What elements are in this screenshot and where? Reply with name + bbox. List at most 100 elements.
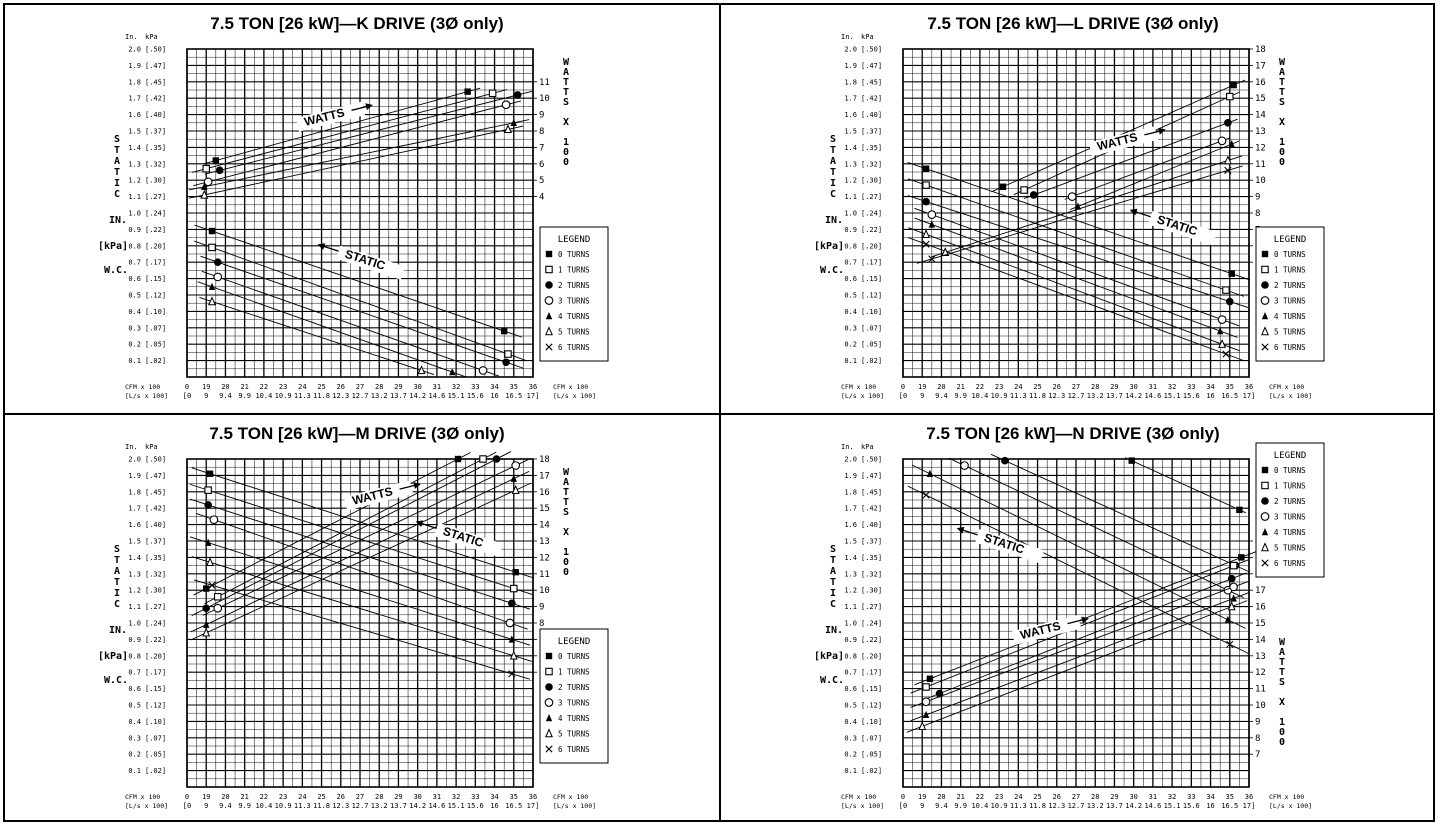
watts-curve-line bbox=[1064, 137, 1230, 200]
x-tick-label-ls: 12.3 bbox=[332, 392, 349, 400]
chart-svg: 7.5 TON [26 kW]—L DRIVE (3Ø only) In. kPa 0… bbox=[814, 14, 1325, 400]
y-tick-label: 1.8 bbox=[844, 78, 857, 86]
x-tick-label-cfm: 30 bbox=[413, 793, 421, 801]
watts-tick-label: 9 bbox=[539, 603, 544, 613]
watts-point-marker bbox=[201, 182, 208, 190]
y-tick-label-kpa: [.30] bbox=[861, 177, 882, 185]
static-point-marker bbox=[204, 486, 212, 494]
x-axis-label-ls-right: [L/s x 100] bbox=[1269, 802, 1312, 810]
watts-tick-label: 13 bbox=[1255, 652, 1266, 662]
static-point-marker bbox=[922, 491, 930, 499]
watts-point-marker bbox=[1224, 119, 1232, 127]
legend-marker bbox=[1261, 265, 1269, 274]
watts-curve-line bbox=[193, 100, 522, 187]
legend-item-label: 3 TURNS bbox=[558, 699, 590, 708]
watts-point-marker bbox=[479, 455, 487, 463]
watts-axis-letter: T bbox=[1279, 77, 1285, 88]
static-unit-kpa: [kPa] bbox=[814, 651, 844, 662]
y-tick-label-kpa: [.15] bbox=[861, 685, 882, 693]
x-tick-label-cfm: 22 bbox=[260, 383, 268, 391]
static-unit-in: IN. bbox=[825, 625, 843, 636]
y-tick-label-kpa: [.37] bbox=[145, 538, 166, 546]
x-axis-label-cfm: CFM x 100 bbox=[841, 383, 876, 391]
y-tick-label-kpa: [.20] bbox=[861, 242, 882, 250]
y-tick-label: 0.6 bbox=[844, 275, 857, 283]
x-tick-label-cfm: 22 bbox=[976, 383, 984, 391]
watts-axis-letter: 1 bbox=[1279, 137, 1285, 148]
watts-axis-letter: X bbox=[563, 527, 569, 538]
static-point-marker bbox=[1217, 315, 1227, 324]
watts-curve-line bbox=[1023, 118, 1238, 199]
x-tick-label-cfm: 0 bbox=[901, 793, 905, 801]
x-tick-label-cfm: 26 bbox=[337, 793, 345, 801]
watts-axis-letter: S bbox=[1279, 677, 1285, 688]
static-point-marker bbox=[922, 165, 930, 172]
watts-axis-letter: 0 bbox=[1279, 737, 1285, 748]
x-tick-label-ls: 9 bbox=[920, 392, 924, 400]
static-curve-line bbox=[189, 536, 531, 646]
x-tick-label-ls: 14.2 bbox=[409, 392, 426, 400]
watts-point-marker bbox=[501, 100, 511, 110]
watts-curve-line bbox=[906, 600, 1248, 733]
y-tick-label-kpa: [.17] bbox=[861, 669, 882, 677]
x-tick-label-cfm: 27 bbox=[356, 383, 364, 391]
y-tick-label-kpa: [.40] bbox=[861, 521, 882, 529]
y-tick-label: 0.8 bbox=[844, 242, 857, 250]
arrow-head bbox=[1081, 616, 1089, 624]
x-tick-label-ls: 13.2 bbox=[1087, 802, 1104, 810]
y-tick-label-kpa: [.40] bbox=[861, 111, 882, 119]
arrow-head bbox=[1129, 208, 1138, 216]
y-tick-label-kpa: [.40] bbox=[145, 111, 166, 119]
x-tick-label-ls: 16 bbox=[490, 392, 498, 400]
static-point-marker bbox=[449, 368, 456, 376]
y-tick-label: 0.1 bbox=[128, 357, 141, 365]
legend-marker bbox=[545, 326, 553, 336]
x-tick-label-cfm: 0 bbox=[185, 383, 189, 391]
watts-point-marker bbox=[202, 604, 211, 613]
chart-panel-n-drive: 7.5 TON [26 kW]—N DRIVE (3Ø only) In. kPa 0… bbox=[721, 415, 1435, 822]
y-tick-label: 2.0 bbox=[128, 456, 141, 464]
y-tick-label: 1.1 bbox=[844, 603, 857, 611]
x-tick-label-ls: [0 bbox=[899, 392, 907, 400]
y-tick-label: 0.2 bbox=[128, 341, 141, 349]
x-tick-label-cfm: 30 bbox=[413, 383, 421, 391]
y-tick-label-kpa: [.10] bbox=[145, 718, 166, 726]
y-tick-label: 1.9 bbox=[128, 472, 141, 480]
static-point-marker bbox=[1225, 297, 1234, 306]
watts-curve-line bbox=[931, 155, 1243, 258]
x-tick-label-cfm: 26 bbox=[1053, 793, 1061, 801]
y-tick-label: 1.1 bbox=[128, 193, 141, 201]
y-tick-label: 0.3 bbox=[844, 324, 857, 332]
x-tick-label-ls: 10.4 bbox=[255, 392, 272, 400]
x-tick-label-cfm: 24 bbox=[298, 383, 306, 391]
watts-tick-label: 18 bbox=[1255, 45, 1266, 55]
static-point-marker bbox=[1216, 327, 1224, 335]
static-point-marker bbox=[505, 618, 515, 628]
x-tick-label-cfm: 34 bbox=[1206, 383, 1214, 391]
x-tick-label-ls: 12.3 bbox=[1048, 802, 1065, 810]
static-curves bbox=[189, 467, 535, 680]
x-tick-label-cfm: 24 bbox=[1014, 793, 1022, 801]
watts-tick-label: 6 bbox=[539, 160, 544, 170]
legend-marker bbox=[1261, 481, 1269, 490]
watts-point-marker bbox=[1224, 166, 1232, 174]
watts-arrow-label: WATTS bbox=[343, 480, 421, 511]
watts-point-marker bbox=[1227, 574, 1236, 583]
x-tick-label-cfm: 29 bbox=[1110, 383, 1118, 391]
x-tick-label-cfm: 26 bbox=[1053, 383, 1061, 391]
x-tick-label-ls: 16.5 bbox=[1221, 392, 1238, 400]
y-unit-in-label: In. bbox=[125, 443, 138, 451]
x-tick-label-ls: 12.7 bbox=[1068, 392, 1085, 400]
static-axis-letter: A bbox=[114, 566, 120, 577]
static-unit-in: IN. bbox=[109, 215, 127, 226]
watts-axis-letter: 0 bbox=[563, 147, 569, 158]
static-axis-letter: I bbox=[114, 588, 120, 599]
x-tick-label-cfm: 33 bbox=[471, 383, 479, 391]
x-axis-label-cfm-right: CFM x 100 bbox=[1269, 793, 1304, 801]
static-axis-letter: A bbox=[830, 156, 836, 167]
watts-tick-label: 18 bbox=[539, 455, 550, 465]
x-tick-label-cfm: 32 bbox=[1168, 793, 1176, 801]
watts-curve-line bbox=[191, 89, 508, 173]
x-tick-label-ls: 9.4 bbox=[219, 392, 232, 400]
